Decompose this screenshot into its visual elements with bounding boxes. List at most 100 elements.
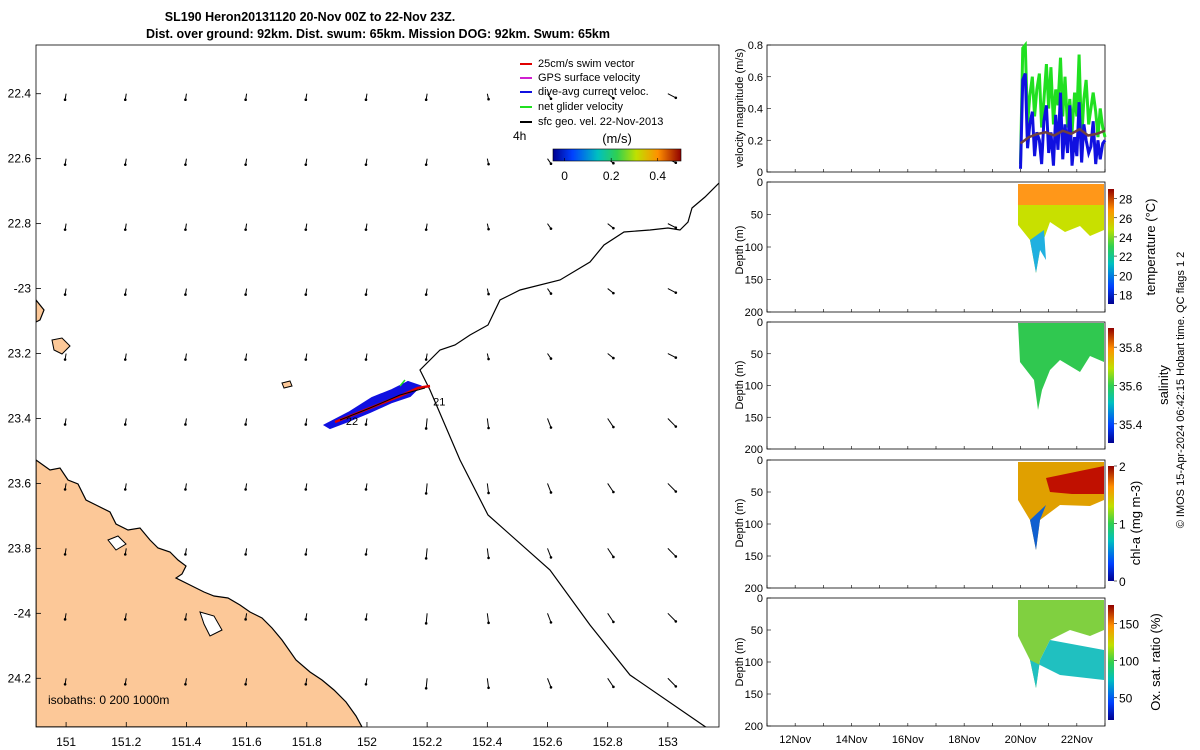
- geo-velocity-arrowhead: [304, 293, 308, 296]
- legend-label: net glider velocity: [538, 101, 623, 113]
- legend-item-net-velocity: net glider velocity: [520, 101, 623, 113]
- geo-velocity-arrowhead: [487, 357, 490, 361]
- geo-velocity-arrowhead: [63, 682, 67, 686]
- geo-velocity-arrowhead: [487, 491, 490, 495]
- mainland-coast: [36, 459, 363, 727]
- geo-velocity-arrowhead: [549, 162, 553, 166]
- time-tick-label: 22Nov: [1061, 734, 1093, 746]
- geo-velocity-arrowhead: [364, 618, 368, 621]
- geo-velocity-arrowhead: [674, 226, 678, 229]
- depth-tick-label: 150: [745, 275, 763, 287]
- temperature-colorbar: [1108, 189, 1114, 304]
- temperature-section-deep: [1030, 230, 1046, 273]
- depth-tick-label: 100: [745, 242, 763, 254]
- geo-velocity-arrowhead: [487, 426, 490, 430]
- colorbar-tick-label: 0.2: [603, 169, 620, 183]
- geo-velocity-arrowhead: [244, 228, 247, 231]
- geo-velocity-arrowhead: [549, 357, 553, 360]
- time-x-axis: 12Nov 14Nov 16Nov 18Nov 20Nov 22Nov: [766, 169, 1106, 746]
- geo-velocity-arrowhead: [304, 228, 308, 231]
- colorbar-tick-label: 0: [561, 169, 568, 183]
- colorbar-tick-label: 150: [1119, 618, 1139, 632]
- geo-velocity-arrow: [667, 288, 677, 294]
- geo-velocity-arrowhead: [244, 553, 247, 556]
- depth-tick-label: 50: [751, 625, 763, 637]
- geo-velocity-arrow: [607, 613, 614, 623]
- velocity-y-tick-label: 0.8: [748, 40, 763, 52]
- geo-velocity-arrowhead: [304, 163, 308, 166]
- geo-velocity-arrow: [486, 678, 490, 688]
- geo-velocity-arrowhead: [304, 553, 308, 556]
- geo-velocity-arrowhead: [549, 292, 553, 295]
- colorbar-tick-label: 20: [1119, 269, 1133, 283]
- map-y-tick-label: 23.2: [8, 347, 32, 361]
- legend-label: dive-avg current veloc.: [538, 86, 649, 98]
- geo-velocity-arrowhead: [123, 423, 127, 426]
- velocity-panel: 0 0.2 0.4 0.6 0.8 velocity magnitude (m/s): [734, 40, 1107, 179]
- geo-velocity-arrowhead: [424, 163, 428, 166]
- depth-tick-label: 200: [745, 444, 763, 456]
- chla-panel: 0 50 100 150 200 0 1 2 Depth (m) chl-a (mg m-3): [734, 455, 1143, 595]
- geo-velocity-arrowhead: [244, 358, 247, 361]
- geo-velocity-arrowhead: [364, 682, 368, 686]
- geo-velocity-arrow: [607, 418, 614, 428]
- depth-tick-label: 200: [745, 307, 763, 319]
- geo-velocity-arrow: [486, 483, 490, 494]
- geo-velocity-arrowhead: [424, 622, 428, 625]
- geo-velocity-arrowhead: [364, 293, 368, 296]
- geo-velocity-arrow: [486, 613, 490, 623]
- geo-velocity-arrow: [547, 418, 552, 428]
- geo-velocity-arrow: [667, 548, 677, 557]
- map-x-tick-label: 152.4: [472, 735, 502, 749]
- map-x-tick-label: 151.2: [111, 735, 141, 749]
- colorbar-tick-label: 35.6: [1119, 380, 1143, 394]
- geo-velocity-arrowhead: [549, 227, 553, 230]
- legend-label: sfc geo. vel. 22-Nov-2013: [538, 116, 663, 128]
- geo-velocity-arrowhead: [184, 163, 187, 166]
- map-x-tick-label: 151: [56, 735, 76, 749]
- colorbar-tick-label: 22: [1119, 250, 1133, 264]
- depth-tick-label: 50: [751, 487, 763, 499]
- colorbar-tick-label: 28: [1119, 193, 1133, 207]
- colorbar-tick-label: 2: [1119, 460, 1126, 474]
- geo-velocity-arrowhead: [487, 686, 490, 690]
- map-x-tick-label: 152.8: [593, 735, 623, 749]
- geo-velocity-arrowhead: [424, 358, 428, 361]
- day-label-22: 22: [346, 416, 358, 428]
- geo-velocity-arrowhead: [244, 293, 247, 296]
- geo-velocity-arrowhead: [424, 293, 428, 296]
- geo-velocity-arrow: [607, 678, 614, 688]
- velocity-series-line: [1019, 127, 1106, 145]
- geo-velocity-arrowhead: [304, 682, 308, 686]
- geo-velocity-arrow: [607, 483, 614, 493]
- time-tick-label: 18Nov: [948, 734, 980, 746]
- map-x-tick-label: 151.4: [171, 735, 201, 749]
- temperature-cbar-label: temperature (°C): [1143, 199, 1158, 296]
- salinity-axis: 0 50 100 150 200 35.4 35.6 35.8: [745, 317, 1143, 456]
- colorbar-tick-label: 35.4: [1119, 418, 1143, 432]
- chla-ylabel: Depth (m): [734, 499, 746, 548]
- depth-tick-label: 150: [745, 689, 763, 701]
- bay-island: [107, 535, 127, 551]
- geo-velocity-arrowhead: [612, 226, 615, 230]
- colorbar-tick-label: 18: [1119, 288, 1133, 302]
- depth-tick-label: 0: [757, 177, 763, 189]
- colorbar-tick-label: 35.8: [1119, 341, 1143, 355]
- speed-colorbar-ticks: 0 0.2 0.4: [561, 158, 666, 183]
- geo-velocity-arrowhead: [612, 425, 615, 429]
- velocity-y-tick-label: 0: [757, 167, 763, 179]
- colorbar-tick-label: 0: [1119, 575, 1126, 589]
- geo-velocity-arrowhead: [612, 555, 615, 559]
- geo-velocity-arrowhead: [549, 686, 553, 689]
- geo-velocity-arrowhead: [304, 618, 308, 621]
- bay-island: [199, 611, 223, 637]
- geo-velocity-arrowhead: [364, 163, 368, 166]
- geo-velocity-arrowhead: [244, 682, 247, 686]
- map-x-tick-label: 151.6: [232, 735, 262, 749]
- geo-velocity-arrow: [486, 548, 490, 558]
- depth-tick-label: 0: [757, 317, 763, 329]
- geo-velocity-arrowhead: [487, 292, 490, 296]
- geo-velocity-arrow: [547, 548, 552, 558]
- title-line2: Dist. over ground: 92km. Dist. swum: 65k…: [146, 27, 610, 41]
- geo-velocity-arrowhead: [184, 423, 187, 426]
